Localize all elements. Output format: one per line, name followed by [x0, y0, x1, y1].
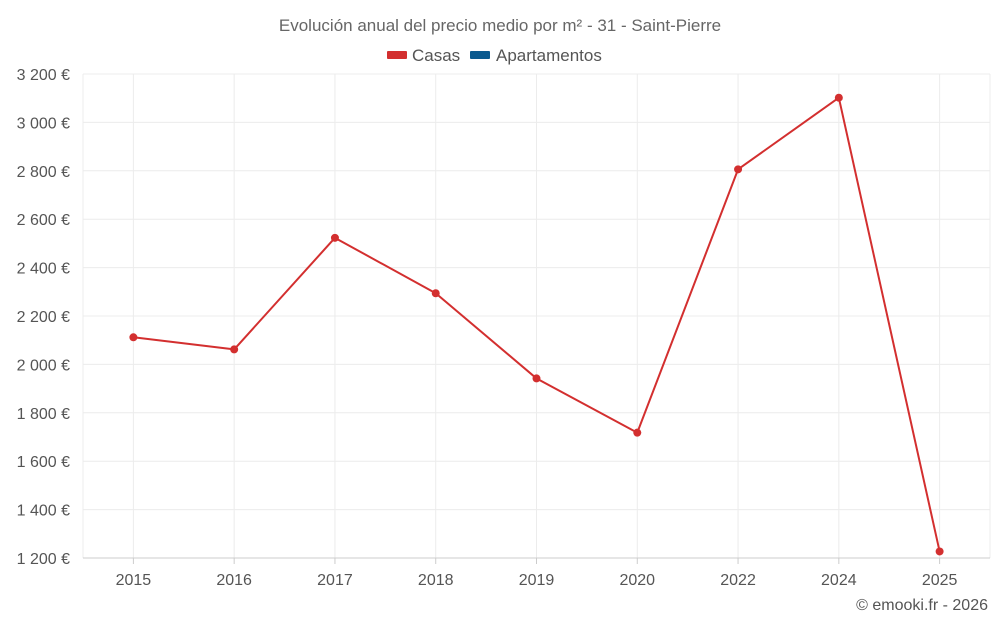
y-tick-label: 1 600 €: [17, 454, 70, 471]
y-tick-label: 2 200 €: [17, 309, 70, 326]
y-tick-label: 1 200 €: [17, 551, 70, 568]
data-point-casas-2022[interactable]: [734, 165, 743, 174]
x-tick-label: 2024: [821, 572, 857, 589]
x-tick-label: 2017: [317, 572, 353, 589]
y-tick-label: 1 400 €: [17, 503, 70, 520]
x-tick-label: 2019: [519, 572, 555, 589]
x-axis: 2015 2016 2017 2018 2019 2020 2022 2024 2025: [83, 557, 990, 589]
x-tick-label: 2020: [619, 572, 655, 589]
y-tick-label: 2 600 €: [17, 212, 70, 229]
legend-swatch-casas: [387, 51, 407, 59]
y-tick-label: 3 000 €: [17, 115, 70, 132]
grid: [82, 73, 991, 559]
legend-item-casas[interactable]: Casas: [387, 46, 460, 65]
x-tick-label: 2018: [418, 572, 454, 589]
legend: Casas Apartamentos: [387, 46, 602, 65]
x-tick-label: 2016: [216, 572, 252, 589]
plot-area: [129, 93, 944, 556]
data-point-casas-2024[interactable]: [834, 93, 843, 102]
data-point-casas-2016[interactable]: [230, 345, 239, 354]
legend-item-apartamentos[interactable]: Apartamentos: [470, 46, 602, 65]
y-tick-label: 2 400 €: [17, 261, 70, 278]
data-point-casas-2018[interactable]: [431, 289, 440, 298]
y-tick-label: 3 200 €: [17, 67, 70, 84]
legend-swatch-apartamentos: [470, 51, 490, 59]
y-tick-label: 1 800 €: [17, 406, 70, 423]
data-point-casas-2020[interactable]: [633, 428, 642, 437]
legend-label-apartamentos: Apartamentos: [496, 46, 602, 65]
credit-text: © emooki.fr - 2026: [856, 597, 988, 614]
x-tick-label: 2025: [922, 572, 958, 589]
y-tick-label: 2 000 €: [17, 357, 70, 374]
data-point-casas-2019[interactable]: [532, 374, 541, 383]
data-point-casas-2017[interactable]: [330, 233, 339, 242]
y-axis: 1 200 € 1 400 € 1 600 € 1 800 € 2 000 € 2 200…: [17, 67, 70, 568]
data-point-casas-2015[interactable]: [129, 333, 138, 342]
chart-title: Evolución anual del precio medio por m² …: [279, 16, 721, 35]
y-tick-label: 2 800 €: [17, 164, 70, 181]
x-tick-label: 2022: [720, 572, 756, 589]
legend-label-casas: Casas: [412, 46, 460, 65]
data-point-casas-2025[interactable]: [935, 547, 944, 556]
x-tick-label: 2015: [116, 572, 152, 589]
